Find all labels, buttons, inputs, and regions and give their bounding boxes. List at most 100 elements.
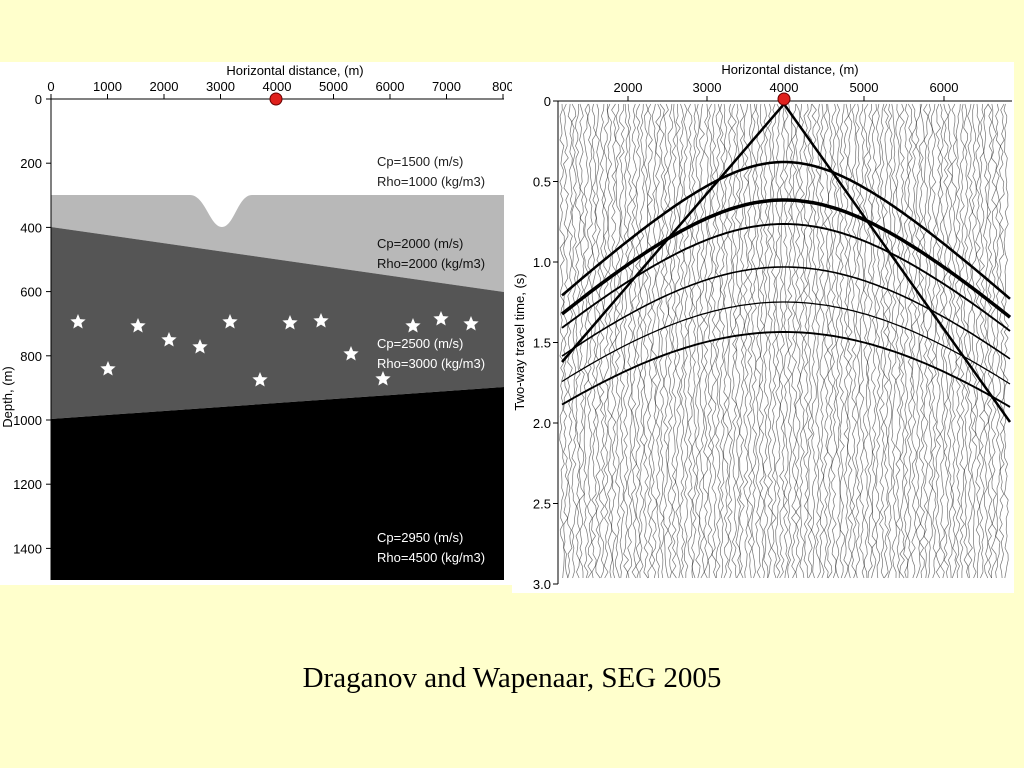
x-tick-label: 5000 [850, 80, 879, 95]
trace [567, 103, 573, 579]
layer-2 [51, 195, 504, 292]
trace [787, 103, 793, 579]
trace [663, 103, 669, 579]
trace [987, 103, 993, 579]
trace [627, 103, 633, 579]
trace [911, 103, 917, 579]
trace [891, 103, 897, 579]
trace [719, 103, 725, 579]
trace [867, 103, 873, 579]
source-star [100, 361, 116, 376]
trace [775, 103, 781, 579]
trace [815, 103, 821, 579]
trace [731, 103, 737, 579]
y-tick-label: 800 [20, 349, 42, 364]
trace [639, 103, 645, 579]
trace [635, 103, 641, 579]
x-tick-label: 7000 [432, 79, 461, 94]
trace [779, 103, 785, 579]
trace [939, 103, 945, 579]
x-tick-label: 6000 [376, 79, 405, 94]
x-tick-marks: 2000 3000 4000 5000 6000 [614, 80, 959, 101]
seismogram-svg: 2000 3000 4000 5000 6000 0 0.5 1.0 1.5 2.0 2.5 3.0… [512, 62, 1012, 592]
y-axis-title: Two-way travel time, (s) [512, 273, 527, 410]
source-position-marker [777, 92, 791, 106]
source-star [192, 339, 208, 354]
trace [575, 103, 581, 579]
trace [907, 103, 913, 579]
trace [571, 103, 577, 579]
y-tick-label: 3.0 [533, 577, 551, 592]
source-star [433, 311, 449, 326]
trace [915, 103, 921, 579]
velocity-model-svg: 0 1000 2000 3000 4000 5000 6000 7000 800 0 200 400… [0, 63, 514, 585]
x-tick-label: 2000 [150, 79, 179, 94]
trace [811, 103, 817, 579]
y-tick-label: 1.5 [533, 336, 551, 351]
trace [999, 103, 1005, 579]
trace [1003, 103, 1009, 579]
trace [679, 103, 685, 579]
trace [923, 103, 929, 579]
layer2-rho-label: Rho=2000 (kg/m3) [377, 256, 485, 271]
layer1-rho-label: Rho=1000 (kg/m3) [377, 174, 485, 189]
trace [743, 103, 749, 579]
trace [595, 103, 601, 579]
x-tick-label: 6000 [930, 80, 959, 95]
trace [995, 103, 1001, 579]
trace [767, 103, 773, 579]
trace [647, 103, 653, 579]
trace [671, 103, 677, 579]
trace [623, 103, 629, 579]
reflection-hyperbola [561, 160, 1011, 300]
y-tick-marks: 0 0.5 1.0 1.5 2.0 2.5 3.0 [533, 94, 558, 592]
trace [611, 103, 617, 579]
trace [935, 103, 941, 579]
trace [903, 103, 909, 579]
seismic-traces [559, 103, 1009, 579]
source-star [375, 371, 391, 386]
trace [591, 103, 597, 579]
trace [823, 103, 829, 579]
y-tick-label: 0.5 [533, 175, 551, 190]
x-tick-label: 5000 [319, 79, 348, 94]
trace [795, 103, 801, 579]
trace [683, 103, 689, 579]
trace [751, 103, 757, 579]
trace [807, 103, 813, 579]
y-tick-label: 2.5 [533, 497, 551, 512]
y-tick-label: 0 [35, 92, 42, 107]
layer1-cp-label: Cp=1500 (m/s) [377, 154, 463, 169]
x-tick-label: 800 [492, 79, 512, 94]
x-tick-label: 2000 [614, 80, 643, 95]
trace [827, 103, 833, 579]
trace [819, 103, 825, 579]
x-tick-label: 1000 [93, 79, 122, 94]
reflection-hyperbola [561, 331, 1011, 408]
trace [871, 103, 877, 579]
trace [695, 103, 701, 579]
x-tick-label: 4000 [263, 79, 292, 94]
trace [715, 103, 721, 578]
trace [847, 103, 853, 579]
trace [771, 103, 777, 579]
x-tick-label: 4000 [770, 80, 799, 95]
trace [755, 103, 761, 579]
trace [619, 103, 625, 579]
trace [559, 103, 565, 579]
trace [659, 103, 665, 579]
trace [971, 103, 977, 579]
layer4-rho-label: Rho=4500 (kg/m3) [377, 550, 485, 565]
source-star [222, 314, 238, 329]
trace [727, 103, 733, 579]
trace [895, 103, 901, 579]
trace [927, 103, 933, 579]
seismogram-panel: 2000 3000 4000 5000 6000 0 0.5 1.0 1.5 2.0 2.5 3.0… [512, 62, 1014, 593]
trace [839, 103, 845, 579]
trace [599, 103, 605, 579]
y-axis-title: Depth, (m) [0, 366, 15, 427]
source-star [161, 332, 177, 347]
y-tick-marks: 0 200 400 600 800 1000 1200 1400 [13, 92, 51, 556]
direct-arrival-left [561, 103, 785, 363]
reflection-hyperbola [560, 198, 1012, 319]
